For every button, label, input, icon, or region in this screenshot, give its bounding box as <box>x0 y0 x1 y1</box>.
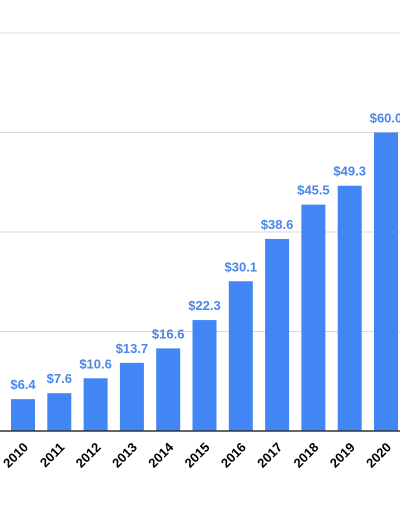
x-tick-label-2017: 2017 <box>254 440 285 471</box>
bar-2012 <box>83 378 108 431</box>
bar-2018 <box>301 204 326 431</box>
bar-2013 <box>119 362 144 431</box>
bar-2020 <box>374 132 398 431</box>
data-label-2015: $22.3 <box>188 298 221 313</box>
bar-2017 <box>265 238 290 431</box>
x-tick-label-2018: 2018 <box>290 440 321 471</box>
bar-2015 <box>192 320 217 431</box>
x-tick-label-2013: 2013 <box>109 440 140 471</box>
data-label-2010: $6.4 <box>10 377 36 392</box>
x-tick-label-2012: 2012 <box>73 440 104 471</box>
data-label-2019: $49.3 <box>333 164 366 179</box>
data-label-2020: $60.0 <box>370 111 400 126</box>
x-tick-label-2016: 2016 <box>218 440 249 471</box>
bars <box>11 132 398 431</box>
x-tick-label-2010: 2010 <box>0 440 31 471</box>
data-label-2012: $10.6 <box>79 356 112 371</box>
data-labels: $6.4 $7.6 $10.6 $13.7$16.6$22.3 $30.1 $38.6 $4… <box>10 111 400 393</box>
bar-2019 <box>337 185 362 431</box>
bar-2014 <box>156 348 181 431</box>
bar-2016 <box>228 281 253 431</box>
data-label-2014: $16.6 <box>152 326 185 341</box>
x-tick-labels: 2010 2011 2012 2013 2014 2015 2016 2017 2018 2019… <box>0 439 394 471</box>
data-label-2016: $30.1 <box>225 259 258 274</box>
data-label-2017: $38.6 <box>261 217 294 232</box>
data-label-2013: $13.7 <box>116 341 149 356</box>
x-tick-label-2015: 2015 <box>182 440 213 471</box>
x-tick-label-2019: 2019 <box>327 440 358 471</box>
bar-2010 <box>11 399 35 431</box>
x-tick-label-2014: 2014 <box>145 439 177 471</box>
x-tick-label-2011: 2011 <box>37 440 68 471</box>
bar-2011 <box>47 393 72 431</box>
x-tick-label-2020: 2020 <box>363 440 394 471</box>
data-label-2011: $7.6 <box>47 371 72 386</box>
data-label-2018: $45.5 <box>297 183 330 198</box>
